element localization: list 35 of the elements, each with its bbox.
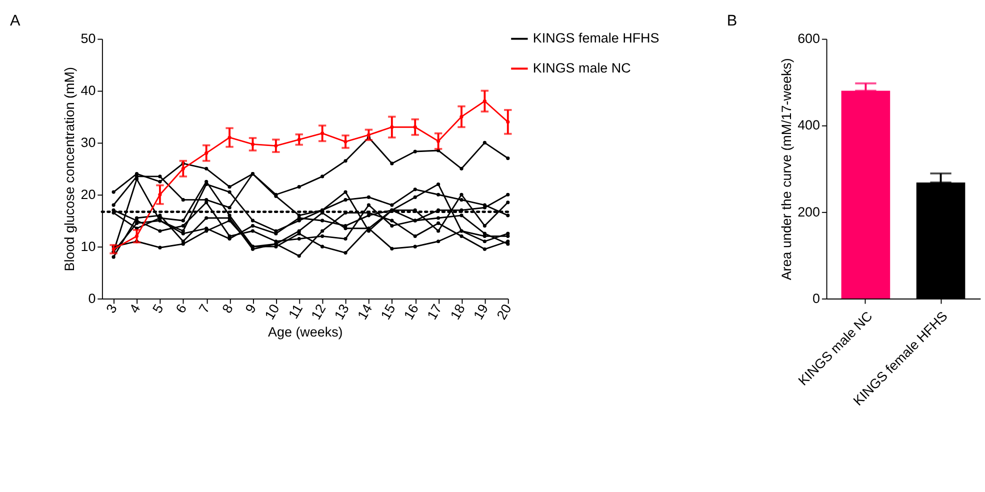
y-tick-label: 0	[88, 290, 96, 306]
x-tick-label: 20	[494, 302, 514, 322]
y-tick-label: 30	[80, 135, 96, 150]
x-axis-title: Age (weeks)	[268, 324, 343, 340]
x-tick-label: 14	[354, 301, 376, 322]
x-tick-label: 19	[470, 302, 492, 322]
x-tick-label: 6	[172, 302, 190, 316]
y-tick-label: 50	[80, 31, 96, 46]
y-tick-label: 200	[798, 204, 820, 220]
legend-label: KINGS female HFHS	[532, 30, 660, 46]
y-tick-label: 20	[80, 186, 96, 202]
y-tick-label: 600	[798, 31, 820, 46]
x-tick-label: 3	[103, 302, 120, 316]
x-tick-label: 5	[150, 302, 166, 316]
x-tick-label: 16	[401, 302, 422, 322]
x-tick-label: 10	[262, 302, 282, 322]
x-tick-label: 8	[219, 302, 236, 316]
x-tick-label: 12	[308, 302, 329, 322]
y-tick-label: 40	[80, 83, 96, 98]
y-axis-title: Blood glucose concentration (mM)	[62, 67, 77, 272]
x-tick-label: 15	[378, 302, 398, 322]
legend-label: KINGS male NC	[532, 60, 632, 76]
y-tick-label: 400	[798, 118, 820, 133]
x-tick-label: 13	[331, 302, 352, 322]
y-axis-title: Area under the curve (mM/17-weeks)	[778, 58, 794, 280]
y-tick-label: 10	[80, 238, 96, 254]
text: A	[10, 12, 22, 30]
x-tick-label: 11	[286, 302, 306, 322]
x-tick-label: 17	[424, 302, 445, 322]
x-tick-label: 4	[126, 301, 144, 316]
x-tick-label: 9	[242, 302, 260, 316]
y-tick-label: 0	[812, 290, 820, 306]
x-tick-label: 7	[196, 302, 213, 316]
x-tick-label: 18	[447, 302, 468, 322]
text: B	[726, 12, 738, 30]
